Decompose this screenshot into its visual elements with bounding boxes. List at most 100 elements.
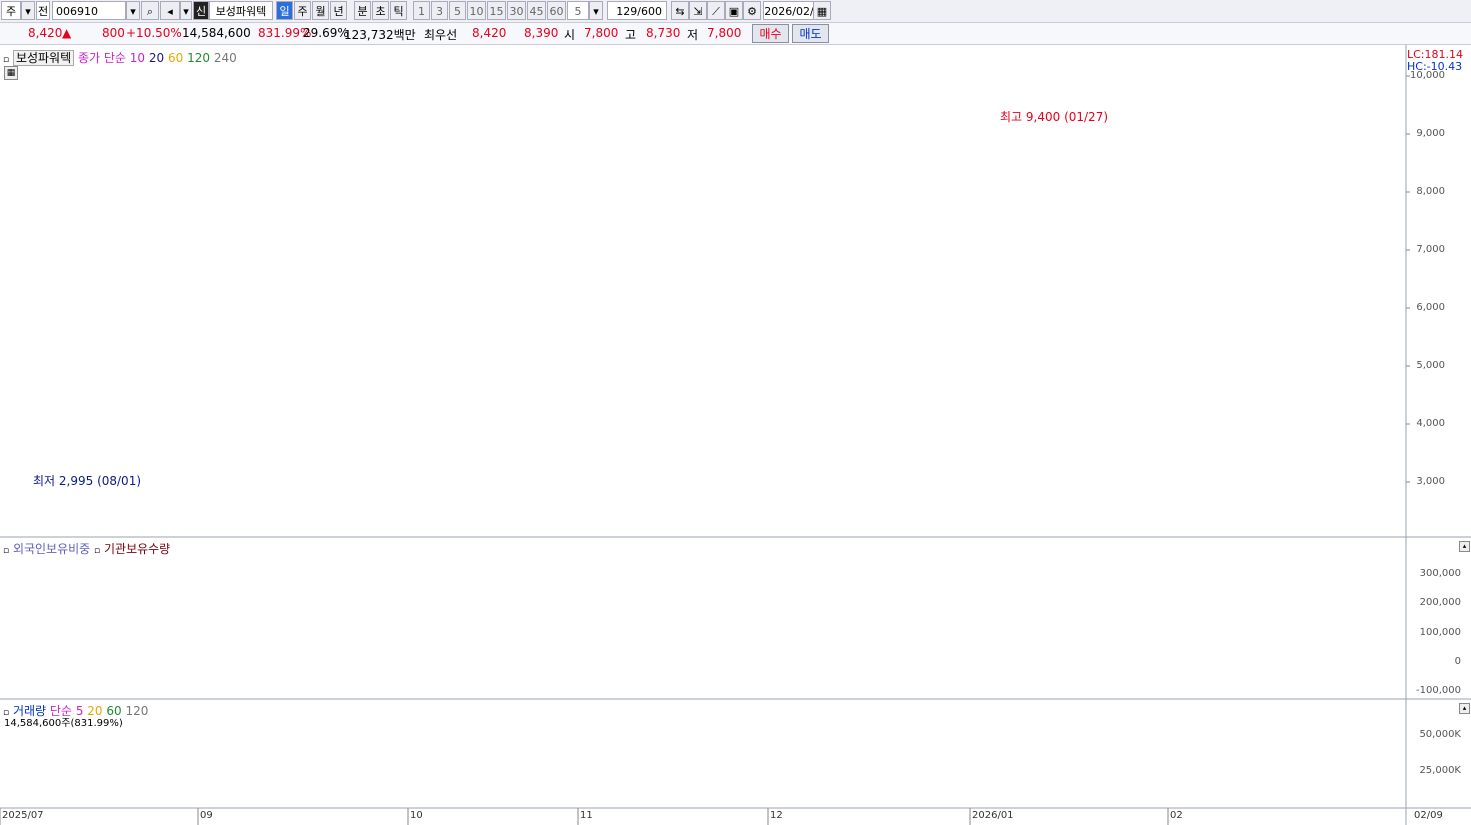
chart-canvas[interactable] xyxy=(0,45,1471,825)
up-arrow-icon: ▲ xyxy=(62,26,72,40)
sell-button[interactable]: 매도 xyxy=(792,24,829,43)
price-ytick: 6,000 xyxy=(1416,302,1445,313)
x-tick-label: 10 xyxy=(410,810,423,821)
interval-dropdown-icon[interactable]: ▾ xyxy=(589,1,603,20)
tab-month[interactable]: 월 xyxy=(312,1,329,20)
lc-value: LC:181.14 xyxy=(1407,48,1464,61)
holding-collapse-icon[interactable]: ▫ xyxy=(3,546,10,556)
low-annotation: 최저 2,995 (08/01) xyxy=(33,474,142,488)
interval-10[interactable]: 10 xyxy=(467,1,486,20)
toolbar: 주 ▾ 전 006910 ▾ ⌕ ◂ ▾ 신 보성파워텍 일 주 월 년 분 초… xyxy=(0,0,1471,23)
tab-month-label: 월 xyxy=(315,5,326,18)
scope-text: 전 xyxy=(37,5,49,18)
calendar-icon[interactable]: ▦ xyxy=(813,1,831,20)
holding-ytick: 0 xyxy=(1454,655,1461,667)
tab-tick[interactable]: 틱 xyxy=(390,1,407,20)
line-tool-icon[interactable]: ⟋ xyxy=(707,1,725,20)
volume-ma-5: 5 xyxy=(75,704,84,718)
holding-ytick: 100,000 xyxy=(1419,626,1461,638)
interval-3[interactable]: 3 xyxy=(431,1,448,20)
tab-week-label: 주 xyxy=(297,5,308,18)
stock-name-text: 보성파워텍 xyxy=(215,5,267,18)
count-field[interactable]: 129/600 xyxy=(607,1,667,20)
tab-minute[interactable]: 분 xyxy=(354,1,371,20)
interval-15-label: 15 xyxy=(489,5,504,18)
tab-day[interactable]: 일 xyxy=(276,1,293,20)
speaker-icon[interactable]: ◂ xyxy=(160,1,180,20)
interval-custom-input[interactable]: 5 xyxy=(567,1,589,20)
interval-60[interactable]: 60 xyxy=(547,1,566,20)
interval-30-label: 30 xyxy=(509,5,524,18)
volume-ratio: 831.99% xyxy=(258,26,312,40)
stock-code-input[interactable]: 006910 xyxy=(52,1,126,20)
buy-button[interactable]: 매수 xyxy=(752,24,789,43)
volume-ma-120: 120 xyxy=(125,704,149,718)
foreign-ratio-label: 외국인보유비중 xyxy=(12,542,91,556)
volume-label: 거래량 xyxy=(12,704,47,718)
gear-icon[interactable]: ⚙ xyxy=(743,1,761,20)
x-tick-label: 02/09 xyxy=(1414,810,1443,821)
volume-collapse-icon[interactable]: ▫ xyxy=(3,708,10,718)
stock-name-field: 보성파워텍 xyxy=(209,1,273,20)
interval-30[interactable]: 30 xyxy=(507,1,526,20)
volume-ytick: 50,000K xyxy=(1419,729,1461,740)
market-select[interactable]: 주 xyxy=(1,1,21,20)
name-tag[interactable]: 보성파워텍 xyxy=(12,50,75,66)
holding-ytick: 300,000 xyxy=(1419,568,1461,579)
code-dropdown-icon[interactable]: ▾ xyxy=(126,1,140,20)
collapse-icon[interactable]: ▫ xyxy=(3,55,10,65)
chart-background xyxy=(0,45,1471,825)
arrows-icon[interactable]: ⇆ xyxy=(671,1,689,20)
tab-year[interactable]: 년 xyxy=(330,1,347,20)
interval-45-label: 45 xyxy=(529,5,544,18)
scope-label[interactable]: 전 xyxy=(36,1,50,20)
tab-minute-label: 분 xyxy=(357,5,368,18)
institution-label: 기관보유수량 xyxy=(103,542,171,556)
interval-15[interactable]: 15 xyxy=(487,1,506,20)
x-tick-label: 2025/07 xyxy=(2,810,44,821)
market-label: 주 xyxy=(5,5,17,18)
volume-ytick: 25,000K xyxy=(1419,765,1461,776)
price-ytick: 9,000 xyxy=(1416,128,1445,139)
change-percent: +10.50% xyxy=(126,26,182,40)
high-annotation: 최고 9,400 (01/27) xyxy=(1000,110,1109,124)
price-ytick: 8,000 xyxy=(1416,186,1445,197)
low-label: 저 xyxy=(687,28,699,42)
hc-value: HC:-10.43 xyxy=(1407,60,1463,73)
tab-second-label: 초 xyxy=(375,5,386,18)
search-icon[interactable]: ⌕ xyxy=(141,1,159,20)
expand-icon[interactable]: ⇲ xyxy=(689,1,707,20)
tab-week[interactable]: 주 xyxy=(294,1,311,20)
interval-60-label: 60 xyxy=(549,5,564,18)
open-label: 시 xyxy=(564,28,576,42)
market-dropdown-icon[interactable]: ▾ xyxy=(21,1,35,20)
interval-5[interactable]: 5 xyxy=(449,1,466,20)
x-tick-label: 2026/01 xyxy=(972,810,1014,821)
open-value: 7,800 xyxy=(584,26,619,40)
count-value: 129/600 xyxy=(616,5,662,18)
x-tick-label: 09 xyxy=(200,810,213,821)
save-icon[interactable]: ▣ xyxy=(725,1,743,20)
price-ytick: 10,000 xyxy=(1410,70,1445,81)
volume-panel-menu-icon[interactable]: ▴ xyxy=(1459,703,1470,714)
sell-button-label: 매도 xyxy=(799,27,822,41)
x-tick-label: 02 xyxy=(1170,810,1183,821)
stock-code-value: 006910 xyxy=(56,5,98,18)
best-quote-label: 최우선 xyxy=(424,28,458,42)
high-label: 고 xyxy=(625,28,637,42)
tab-second[interactable]: 초 xyxy=(372,1,389,20)
speaker-dropdown-icon[interactable]: ▾ xyxy=(180,1,192,20)
interval-1-label: 1 xyxy=(418,5,425,18)
volume-current: 14,584,600주(831.99%) xyxy=(4,718,123,729)
tab-year-label: 년 xyxy=(333,5,344,18)
ma-120: 120 xyxy=(187,51,211,65)
table-toggle-icon[interactable]: ▦ xyxy=(4,66,18,80)
new-badge: 신 xyxy=(193,1,209,20)
current-price: 8,420 xyxy=(28,26,63,40)
tab-day-label: 일 xyxy=(279,5,290,18)
interval-1[interactable]: 1 xyxy=(413,1,430,20)
date-field[interactable]: 2026/02/09 xyxy=(763,1,829,20)
buy-button-label: 매수 xyxy=(759,27,782,41)
interval-45[interactable]: 45 xyxy=(527,1,546,20)
holding-panel-menu-icon[interactable]: ▴ xyxy=(1459,541,1470,552)
